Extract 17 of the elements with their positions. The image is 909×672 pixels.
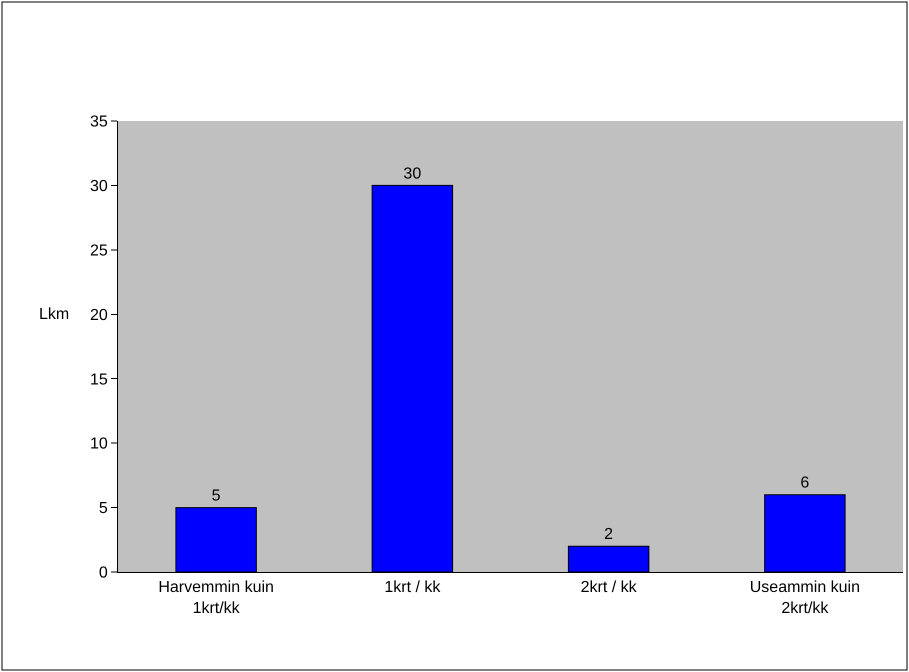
y-tick-label: 30 xyxy=(90,178,108,196)
x-tick-label: 1krt / kk xyxy=(384,579,442,596)
data-label: 2 xyxy=(604,526,614,544)
y-tick-label: 15 xyxy=(90,371,108,388)
y-tick-label: 10 xyxy=(90,436,108,453)
y-tick-label: 0 xyxy=(98,564,108,582)
y-tick-label: 25 xyxy=(90,242,108,260)
y-tick-label: 35 xyxy=(90,114,108,131)
data-label: 5 xyxy=(212,488,221,505)
data-label: 30 xyxy=(403,165,422,182)
x-tick-label: Useammin kuin 2krt/kk xyxy=(750,579,860,617)
data-label: 6 xyxy=(800,474,810,492)
y-axis-title: Lkm xyxy=(39,306,70,323)
y-tick-label: 5 xyxy=(98,500,108,518)
x-tick-label: Harvemmin kuin 1krt/kk xyxy=(158,579,274,617)
y-tick-label: 20 xyxy=(90,306,108,324)
x-tick-label: 2krt / kk xyxy=(580,579,638,596)
